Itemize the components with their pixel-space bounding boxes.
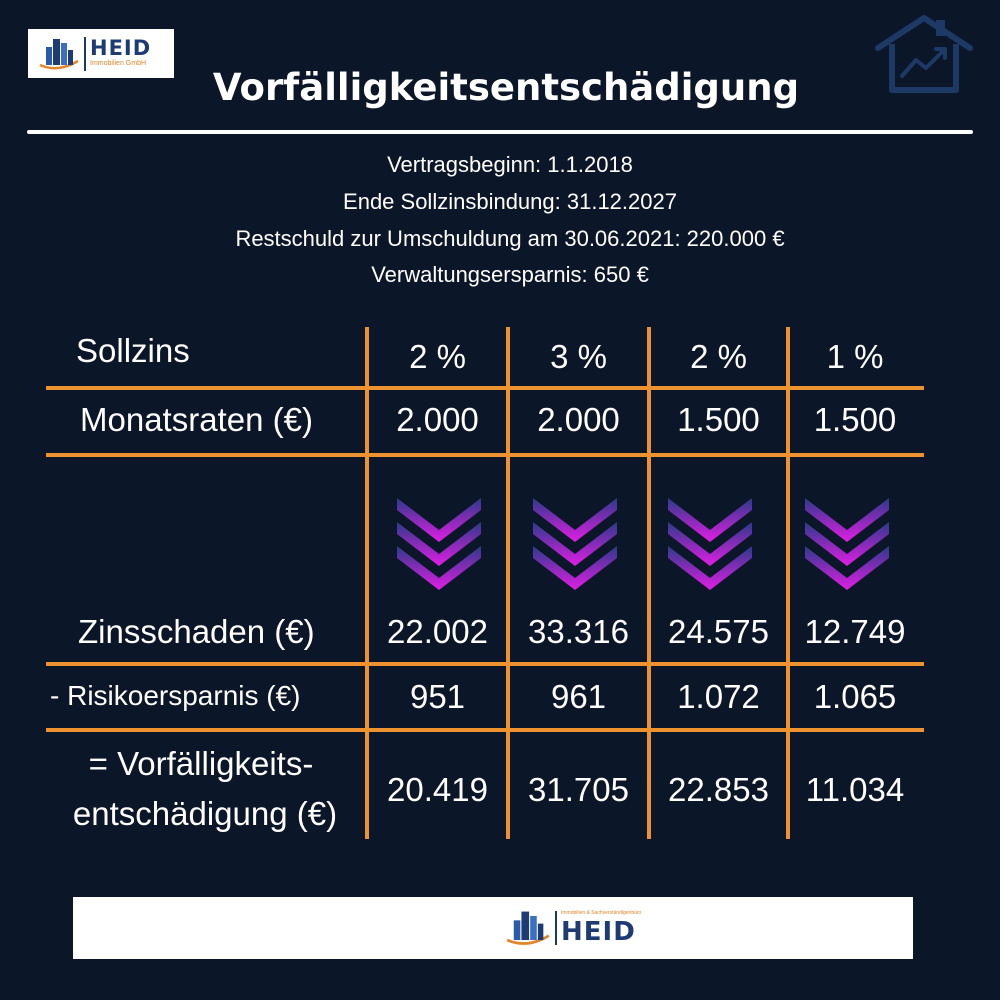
row-label-monthly-rates: Monatsraten (€) (80, 401, 313, 438)
grid-horizontal-line (46, 728, 924, 732)
company-logo: HEID Immobilien GmbH (28, 29, 174, 78)
logo-separator (555, 911, 557, 945)
cell-interest-damage: 22.002 (387, 613, 488, 650)
logo-separator (84, 36, 86, 71)
chevron-down-icon (397, 498, 481, 590)
grid-vertical-line (647, 327, 651, 839)
cell-interest-rate: 1 % (826, 338, 884, 375)
row-label-interest-damage: Zinsschaden (€) (78, 613, 315, 650)
cell-risk-savings: 1.065 (813, 678, 897, 715)
row-label-prepayment-penalty-line2: entschädigung (€) (72, 795, 338, 832)
grid-horizontal-line (46, 386, 924, 390)
cell-monthly-rate: 2.000 (396, 401, 479, 438)
info-admin-savings: Verwaltungsersparnis: 650 € (371, 262, 649, 287)
grid-vertical-line (786, 327, 790, 839)
grid-vertical-line (365, 327, 369, 839)
logo-subtitle: Immobilien GmbH (90, 60, 147, 67)
grid-horizontal-line (46, 453, 924, 457)
chevron-down-icon (805, 498, 889, 590)
cell-prepayment-penalty: 11.034 (805, 771, 905, 808)
title-divider (27, 130, 973, 134)
cell-interest-damage: 24.575 (668, 613, 769, 650)
info-contract-start: Vertragsbeginn: 1.1.2018 (387, 152, 633, 177)
info-remaining-debt: Restschuld zur Umschuldung am 30.06.2021… (235, 226, 785, 251)
logo-name: HEID (561, 916, 636, 947)
row-label-interest-rate: Sollzins (76, 332, 190, 369)
building-logo-icon (506, 911, 550, 945)
info-fixed-rate-end: Ende Sollzinsbindung: 31.12.2027 (343, 189, 677, 214)
cell-monthly-rate: 2.000 (537, 401, 620, 438)
grid-horizontal-line (46, 662, 924, 666)
page-title: Vorfälligkeitsentschädigung (212, 66, 800, 109)
cell-prepayment-penalty: 20.419 (387, 771, 488, 808)
chevron-down-icon (533, 498, 617, 590)
cell-interest-rate: 2 % (409, 338, 466, 375)
building-logo-icon (39, 38, 79, 69)
house-chart-icon (875, 15, 973, 93)
chevron-down-icon (668, 498, 752, 590)
cell-interest-rate: 3 % (550, 338, 607, 375)
cell-risk-savings: 1.072 (677, 678, 760, 715)
cell-monthly-rate: 1.500 (813, 401, 897, 438)
logo-tagline: Immobilien & Sachverständigenbüro (561, 909, 642, 916)
row-label-risk-savings: - Risikoersparnis (€) (50, 680, 301, 711)
cell-monthly-rate: 1.500 (677, 401, 760, 438)
cell-interest-rate: 2 % (690, 338, 747, 375)
footer-logo-banner: Immobilien & Sachverständigenbüro HEID (73, 897, 913, 959)
cell-prepayment-penalty: 31.705 (528, 771, 629, 808)
cell-interest-damage: 12.749 (804, 613, 906, 650)
cell-interest-damage: 33.316 (528, 613, 629, 650)
row-label-prepayment-penalty-line1: = Vorfälligkeits- (88, 745, 314, 782)
cell-prepayment-penalty: 22.853 (668, 771, 769, 808)
cell-risk-savings: 961 (550, 678, 607, 715)
cell-risk-savings: 951 (409, 678, 466, 715)
grid-vertical-line (506, 327, 510, 839)
logo-name: HEID (90, 36, 152, 60)
